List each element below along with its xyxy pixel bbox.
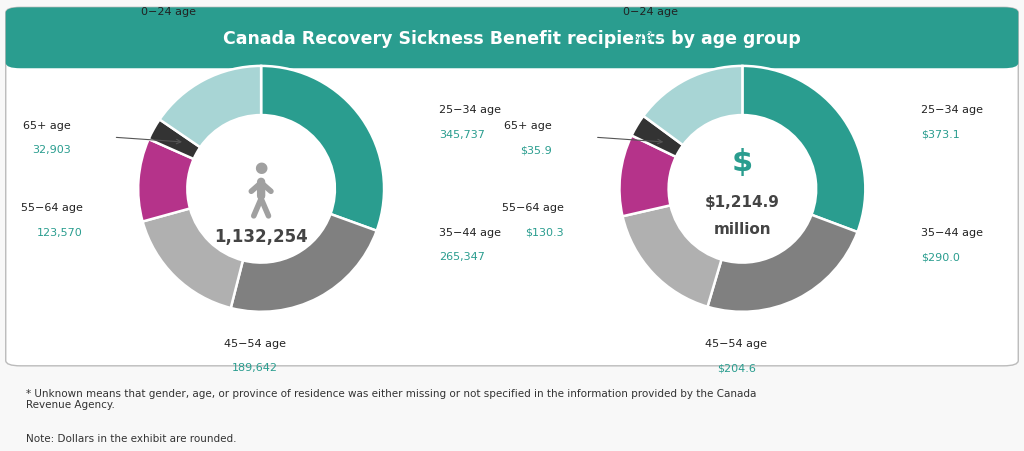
- Wedge shape: [148, 120, 201, 160]
- Wedge shape: [160, 67, 261, 148]
- Wedge shape: [708, 215, 857, 312]
- Bar: [20, 39, 1004, 64]
- Text: $: $: [732, 148, 753, 177]
- FancyBboxPatch shape: [6, 8, 1018, 366]
- Text: $1,214.9: $1,214.9: [705, 194, 780, 209]
- Wedge shape: [632, 117, 683, 157]
- Text: $373.1: $373.1: [921, 129, 959, 139]
- Text: 32,903: 32,903: [32, 145, 71, 155]
- Text: 123,570: 123,570: [37, 227, 83, 237]
- Text: 25−34 age: 25−34 age: [439, 105, 502, 115]
- Wedge shape: [138, 140, 194, 222]
- Text: 55−64 age: 55−64 age: [20, 203, 83, 213]
- Text: $35.9: $35.9: [520, 145, 552, 155]
- Text: * Unknown means that gender, age, or province of residence was either missing or: * Unknown means that gender, age, or pro…: [26, 388, 756, 410]
- Wedge shape: [142, 209, 243, 308]
- Wedge shape: [230, 215, 377, 312]
- Text: Canada Recovery Sickness Benefit recipients by age group: Canada Recovery Sickness Benefit recipie…: [223, 30, 801, 48]
- Text: 45−54 age: 45−54 age: [706, 338, 767, 348]
- FancyBboxPatch shape: [6, 8, 1018, 69]
- Text: 265,347: 265,347: [439, 252, 485, 262]
- Text: 189,642: 189,642: [232, 362, 278, 372]
- Text: Note: Dollars in the exhibit are rounded.: Note: Dollars in the exhibit are rounded…: [26, 433, 237, 443]
- Wedge shape: [623, 206, 722, 307]
- Text: 0−24 age: 0−24 age: [623, 7, 678, 17]
- Text: $181.0: $181.0: [631, 31, 670, 41]
- Text: 45−54 age: 45−54 age: [224, 338, 286, 348]
- Text: $130.3: $130.3: [525, 227, 564, 237]
- Text: 35−44 age: 35−44 age: [439, 227, 502, 237]
- Text: 65+ age: 65+ age: [504, 120, 552, 131]
- Text: ●: ●: [255, 160, 267, 175]
- Text: 65+ age: 65+ age: [23, 120, 71, 131]
- Text: $290.0: $290.0: [921, 252, 959, 262]
- Wedge shape: [643, 67, 742, 146]
- Text: 1,132,254: 1,132,254: [214, 227, 308, 245]
- Text: 25−34 age: 25−34 age: [921, 105, 983, 115]
- Wedge shape: [742, 67, 865, 233]
- Text: million: million: [714, 221, 771, 236]
- Text: 35−44 age: 35−44 age: [921, 227, 983, 237]
- Text: 55−64 age: 55−64 age: [502, 203, 564, 213]
- Text: 0−24 age: 0−24 age: [141, 7, 197, 17]
- Text: $204.6: $204.6: [717, 362, 756, 372]
- Wedge shape: [620, 136, 676, 217]
- Wedge shape: [261, 67, 384, 231]
- Text: 175,055: 175,055: [146, 31, 191, 41]
- Text: 345,737: 345,737: [439, 129, 485, 139]
